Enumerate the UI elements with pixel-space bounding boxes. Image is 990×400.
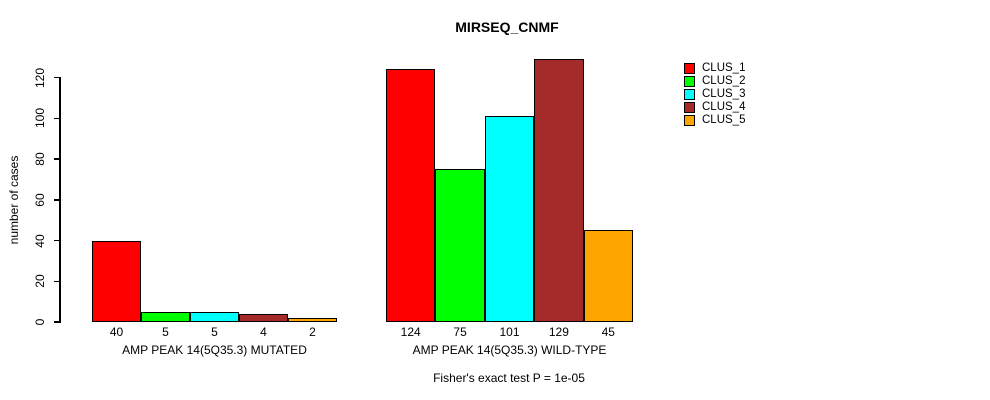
y-tick-label: 40 [33, 233, 47, 248]
y-tick-label: 80 [33, 152, 47, 166]
bar-value-label: 40 [109, 325, 124, 339]
bar-clus_4-group1 [239, 313, 288, 322]
y-axis-label: number of cases [7, 155, 21, 245]
bar-clus_3-group2 [484, 116, 535, 322]
bar-value-label: 129 [548, 325, 569, 339]
bar-clus_1-group2 [386, 69, 436, 322]
y-axis [59, 77, 61, 323]
bar-value-label: 5 [211, 325, 218, 339]
bar-value-label: 75 [453, 325, 467, 339]
y-tick-label: 60 [33, 193, 47, 207]
bar-value-label: 45 [601, 325, 615, 339]
bar-value-label: 124 [400, 325, 421, 339]
legend-item-clus_4: CLUS_4 [684, 101, 745, 114]
fisher-test-note: Fisher's exact test P = 1e-05 [433, 371, 585, 385]
legend-swatch-icon [684, 63, 695, 74]
bar-value-label: 5 [162, 325, 169, 339]
group-label-wild-type: AMP PEAK 14(5Q35.3) WILD-TYPE [412, 343, 607, 357]
bar-clus_2-group2 [435, 169, 485, 322]
legend-swatch-icon [684, 115, 695, 126]
legend-swatch-icon [684, 76, 695, 87]
y-tick-mark [54, 76, 59, 79]
y-tick-mark [54, 280, 59, 282]
legend-item-clus_1: CLUS_1 [684, 62, 745, 75]
y-tick-mark [54, 117, 59, 119]
y-tick-label: 100 [33, 108, 47, 129]
y-tick-label: 120 [33, 67, 47, 88]
group-label-mutated: AMP PEAK 14(5Q35.3) MUTATED [122, 343, 307, 357]
bar-clus_2-group1 [141, 311, 190, 322]
legend-label: CLUS_2 [702, 75, 746, 87]
legend-item-clus_2: CLUS_2 [684, 75, 745, 88]
bar-value-label: 2 [309, 325, 316, 339]
bar-clus_1-group1 [92, 240, 141, 322]
y-tick-mark [54, 239, 59, 242]
bar-clus_5-group2 [583, 230, 633, 322]
legend-label: CLUS_1 [702, 62, 746, 74]
y-tick-mark [54, 199, 59, 201]
y-tick-label: 0 [33, 318, 47, 326]
chart-title: MIRSEQ_CNMF [455, 19, 559, 35]
bar-clus_5-group1 [288, 317, 337, 322]
bar-clus_4-group2 [534, 59, 584, 322]
y-tick-mark [54, 158, 59, 160]
legend-label: CLUS_5 [702, 114, 746, 126]
legend: CLUS_1 CLUS_2 CLUS_3 CLUS_4 CLUS_5 [684, 62, 745, 127]
bar-value-label: 101 [499, 325, 520, 339]
bar-value-label: 4 [260, 325, 267, 339]
legend-item-clus_3: CLUS_3 [684, 88, 745, 101]
legend-label: CLUS_4 [702, 101, 746, 113]
legend-item-clus_5: CLUS_5 [684, 114, 745, 127]
legend-swatch-icon [684, 89, 695, 100]
y-tick-label: 20 [33, 274, 47, 288]
legend-label: CLUS_3 [702, 88, 746, 100]
y-tick-mark [54, 321, 59, 323]
legend-swatch-icon [684, 102, 695, 113]
bar-clus_3-group1 [190, 311, 239, 322]
